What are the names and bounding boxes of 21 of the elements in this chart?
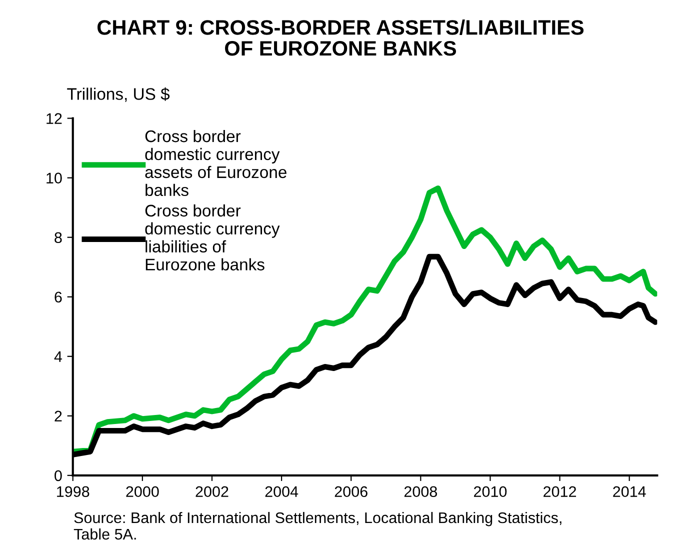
x-tick-label: 2008 xyxy=(404,486,437,498)
x-tick-label: 2014 xyxy=(613,486,646,498)
legend-label: Cross border domestic currency liabilities of Eurozone banks xyxy=(145,204,280,270)
x-tick-label: 2012 xyxy=(544,486,576,498)
source-note: Source: Bank of International Settlements, Locational Banking Statistics, Table 5A. xyxy=(74,512,562,540)
x-tick-label: 2010 xyxy=(474,486,507,498)
y-tick-label: 8 xyxy=(54,232,62,244)
y-axis-title: Trillions, US $ xyxy=(67,87,170,102)
x-tick-label: 1998 xyxy=(57,486,90,498)
y-tick-label: 4 xyxy=(54,351,62,362)
x-tick-label: 2004 xyxy=(265,486,298,498)
y-tick-label: 12 xyxy=(46,113,62,124)
y-tick-label: 10 xyxy=(46,172,62,184)
y-tick-label: 2 xyxy=(54,410,62,422)
y-tick-label: 0 xyxy=(54,470,62,482)
chart-title: CHART 9: CROSS-BORDER ASSETS/LIABILITIES OF EUROZONE BANKS xyxy=(98,20,584,56)
y-tick-label: 6 xyxy=(54,292,62,303)
legend-label: Cross border domestic currency assets of Eurozone banks xyxy=(145,130,286,196)
x-tick-label: 2002 xyxy=(196,486,228,498)
x-tick-label: 2000 xyxy=(126,486,159,498)
x-tick-label: 2006 xyxy=(334,486,368,498)
